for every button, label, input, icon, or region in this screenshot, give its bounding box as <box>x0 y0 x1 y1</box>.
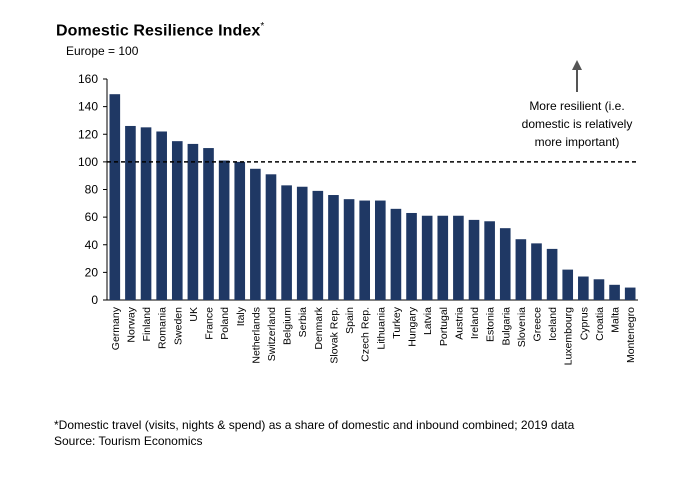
title-footnote-mark: * <box>260 21 265 32</box>
bar-luxembourg <box>562 269 574 300</box>
bar-montenegro <box>624 287 636 300</box>
bar-uk <box>187 143 199 300</box>
bar-denmark <box>312 190 324 300</box>
x-category-label: UK <box>188 307 200 322</box>
bar-bulgaria <box>499 228 511 300</box>
x-category-label: Estonia <box>485 307 497 342</box>
chart-title: Domestic Resilience Index* <box>56 21 265 40</box>
chart-subtitle: Europe = 100 <box>66 44 139 58</box>
x-category-label: Lithuania <box>375 307 387 350</box>
x-category-label: Denmark <box>313 306 325 349</box>
x-category-label: Portugal <box>438 307 450 346</box>
bar-norway <box>125 125 136 301</box>
x-category-label: Iceland <box>547 307 559 341</box>
x-category-label: Turkey <box>391 306 403 338</box>
x-category-label: Norway <box>125 306 137 342</box>
x-category-label: Hungary <box>407 306 419 346</box>
y-tick-label: 100 <box>78 155 98 169</box>
bar-germany <box>109 94 121 300</box>
bar-finland <box>140 127 152 300</box>
bar-malta <box>609 284 620 300</box>
annotation-text-line: domestic is relatively <box>522 117 633 131</box>
y-tick-label: 80 <box>85 183 99 197</box>
y-tick-label: 0 <box>91 293 98 307</box>
y-tick-label: 20 <box>85 265 99 279</box>
bar-spain <box>343 199 355 300</box>
x-category-label: France <box>204 307 216 340</box>
bar-ireland <box>468 219 480 300</box>
bar-italy <box>234 161 246 300</box>
y-tick-label: 140 <box>78 100 98 114</box>
x-category-label: Spain <box>344 307 356 334</box>
source-note: Source: Tourism Economics <box>54 434 203 448</box>
footnote: *Domestic travel (visits, nights & spend… <box>54 418 575 432</box>
bar-slovak-rep <box>328 195 339 300</box>
bar-estonia <box>484 221 495 300</box>
bar-poland <box>218 160 230 300</box>
annotation-text-line: more important) <box>535 135 620 149</box>
arrow-up-icon <box>572 60 582 70</box>
bar-hungary <box>406 212 417 300</box>
bar-croatia <box>593 279 605 300</box>
x-category-label: Italy <box>235 306 247 326</box>
x-category-label: Belgium <box>282 307 294 345</box>
annotation-text-line: More resilient (i.e. <box>529 99 624 113</box>
x-category-label: Croatia <box>594 307 606 341</box>
y-tick-label: 40 <box>85 238 99 252</box>
y-tick-label: 160 <box>78 72 98 86</box>
x-category-label: Serbia <box>297 307 309 338</box>
x-category-label: Montenegro <box>625 307 637 363</box>
x-category-label: Czech Rep. <box>360 307 372 362</box>
x-category-label: Bulgaria <box>500 307 512 346</box>
x-category-label: Netherlands <box>250 307 262 364</box>
x-category-label: Poland <box>219 307 231 340</box>
bar-portugal <box>437 215 449 300</box>
x-category-label: Germany <box>110 306 122 350</box>
x-category-label: Luxembourg <box>563 307 575 366</box>
bar-belgium <box>281 185 292 300</box>
x-category-label: Latvia <box>422 307 434 335</box>
bar-sweden <box>171 141 183 300</box>
bar-france <box>203 148 214 300</box>
bar-cyprus <box>578 276 589 300</box>
bar-turkey <box>390 208 402 300</box>
bar-serbia <box>296 186 308 300</box>
x-category-label: Sweden <box>172 307 184 345</box>
bar-iceland <box>546 248 558 300</box>
y-tick-label: 60 <box>85 210 99 224</box>
bar-switzerland <box>265 174 277 300</box>
x-category-label: Cyprus <box>578 307 590 340</box>
y-tick-label: 120 <box>78 127 98 141</box>
x-category-label: Slovenia <box>516 307 528 347</box>
bar-lithuania <box>374 200 386 300</box>
x-category-label: Malta <box>610 307 622 333</box>
x-category-label: Switzerland <box>266 307 278 361</box>
x-category-label: Finland <box>141 307 153 342</box>
x-category-label: Romania <box>157 307 169 349</box>
x-category-label: Ireland <box>469 307 481 339</box>
x-category-label: Austria <box>453 307 465 340</box>
bar-romania <box>156 131 167 300</box>
bar-austria <box>453 215 464 300</box>
bar-latvia <box>421 215 433 300</box>
bar-netherlands <box>250 168 261 300</box>
bar-greece <box>531 243 542 300</box>
x-category-label: Slovak Rep. <box>328 307 340 364</box>
bar-slovenia <box>515 239 527 300</box>
x-category-label: Greece <box>531 307 543 342</box>
bar-czech-rep <box>359 200 371 300</box>
